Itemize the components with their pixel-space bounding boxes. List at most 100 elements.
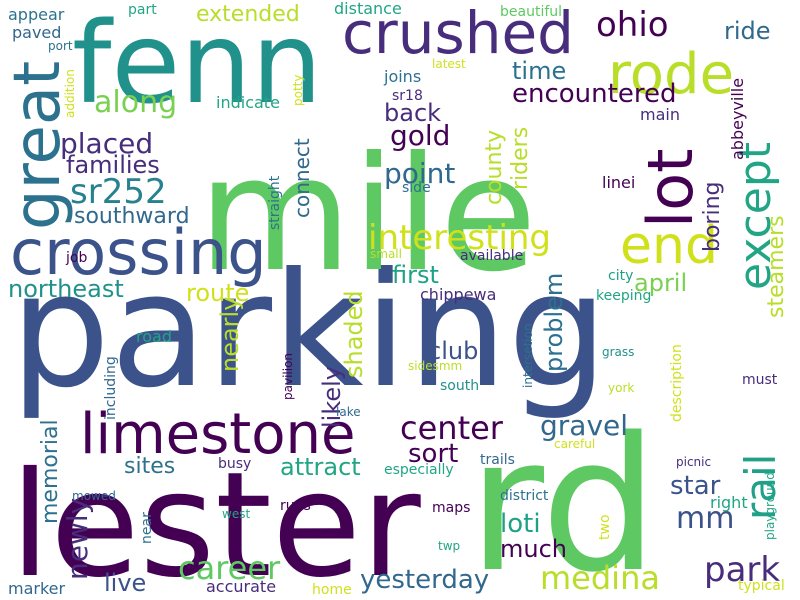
word-families: families xyxy=(66,150,160,179)
word-mowed: mowed xyxy=(72,489,116,504)
word-much: much xyxy=(500,534,567,563)
word-county: county xyxy=(482,129,507,205)
word-rd: rd xyxy=(468,397,659,600)
word-mm: mm xyxy=(676,501,735,536)
word-time: time xyxy=(512,56,567,85)
word-attract: attract xyxy=(280,452,361,481)
word-small: small xyxy=(370,247,402,262)
word-right: right xyxy=(710,493,748,513)
word-april: april xyxy=(634,268,688,297)
word-park: park xyxy=(704,549,781,590)
word-city: city xyxy=(608,267,634,284)
word-boring: boring xyxy=(700,181,725,253)
word-home: home xyxy=(312,581,352,598)
word-crossing: crossing xyxy=(10,216,267,290)
word-near: near xyxy=(139,512,155,544)
word-newly: newly xyxy=(61,497,94,580)
word-typical: typical xyxy=(738,577,785,594)
word-side: side xyxy=(402,179,431,196)
word-description: description xyxy=(669,344,685,422)
word-back: back xyxy=(384,98,442,127)
word-sr252: sr252 xyxy=(70,171,167,212)
word-two: two xyxy=(597,514,613,540)
word-runs: runs xyxy=(280,497,311,514)
word-club: club xyxy=(428,336,479,365)
word-port: port xyxy=(48,39,73,54)
word-indicate: indicate xyxy=(216,93,280,113)
word-including: including xyxy=(103,356,119,420)
word-chippewa: chippewa xyxy=(420,285,497,305)
word-gravel: gravel xyxy=(540,408,629,442)
word-gold: gold xyxy=(390,118,451,152)
word-loti: loti xyxy=(500,509,541,540)
word-trails: trails xyxy=(480,451,515,468)
word-first: first xyxy=(392,260,439,289)
word-riders: riders xyxy=(508,126,533,190)
word-york: york xyxy=(608,381,635,396)
word-lester: lester xyxy=(10,441,421,600)
word-grass: grass xyxy=(602,345,635,360)
word-job: job xyxy=(66,249,88,266)
word-part: part xyxy=(128,1,157,18)
word-picnic: picnic xyxy=(676,455,712,470)
word-accurate: accurate xyxy=(206,577,277,597)
word-rode: rode xyxy=(608,42,735,108)
word-playground: playground xyxy=(763,472,777,540)
word-star: star xyxy=(670,471,721,502)
word-limestone: limestone xyxy=(80,402,356,468)
word-fenn: fenn xyxy=(72,0,323,130)
word-busy: busy xyxy=(218,455,252,472)
word-potty: potty xyxy=(291,74,305,106)
word-point: point xyxy=(384,156,456,190)
word-appear: appear xyxy=(8,5,65,25)
word-twp: twp xyxy=(438,539,461,554)
word-steamers: steamers xyxy=(764,215,789,318)
word-latest: latest xyxy=(432,57,466,72)
word-mile: mile xyxy=(198,122,537,307)
word-road: road xyxy=(136,327,172,347)
word-crushed: crushed xyxy=(342,0,574,67)
word-intersetion: intersetion xyxy=(521,323,535,388)
word-abbeyville: abbeyville xyxy=(728,77,747,160)
word-sites: sites xyxy=(124,454,176,480)
word-sr18: sr18 xyxy=(392,87,423,104)
word-careful: careful xyxy=(554,437,596,452)
word-south: south xyxy=(440,377,480,394)
word-ride: ride xyxy=(724,16,771,45)
word-ohio: ohio xyxy=(596,4,669,45)
word-maps: maps xyxy=(432,499,471,516)
word-pavilion: pavilion xyxy=(281,352,295,400)
word-interesting: interesting xyxy=(368,217,552,258)
word-southward: southward xyxy=(74,204,190,230)
word-center: center xyxy=(400,409,503,448)
word-main: main xyxy=(640,105,680,125)
word-sidesmm: sidesmm xyxy=(408,359,463,374)
word-end: end xyxy=(620,216,718,277)
word-distance: distance xyxy=(334,0,402,19)
word-northeast: northeast xyxy=(8,274,124,303)
word-memorial: memorial xyxy=(38,419,63,524)
word-marker: marker xyxy=(8,579,66,599)
word-nearly: nearly xyxy=(216,296,244,372)
word-placed: placed xyxy=(60,126,154,160)
word-yesterday: yesterday xyxy=(360,565,490,596)
word-paved: paved xyxy=(12,23,62,43)
word-straight: straight xyxy=(267,175,283,230)
word-live: live xyxy=(104,568,147,597)
word-beautiful: beautiful xyxy=(500,3,563,20)
word-extended: extended xyxy=(196,2,300,28)
word-encountered: encountered xyxy=(512,79,677,110)
word-sort: sort xyxy=(408,439,459,470)
word-route: route xyxy=(186,278,250,307)
word-joins: joins xyxy=(384,67,422,87)
word-west: west xyxy=(222,507,251,522)
word-medina: medina xyxy=(540,559,660,598)
word-problem: problem xyxy=(540,272,568,372)
word-linei: linei xyxy=(602,173,636,193)
word-available: available xyxy=(460,247,524,264)
word-district: district xyxy=(500,487,549,504)
word-lake: lake xyxy=(336,405,361,420)
word-career: career xyxy=(178,549,281,588)
word-especially: especially xyxy=(384,461,454,478)
word-along: along xyxy=(94,85,178,120)
